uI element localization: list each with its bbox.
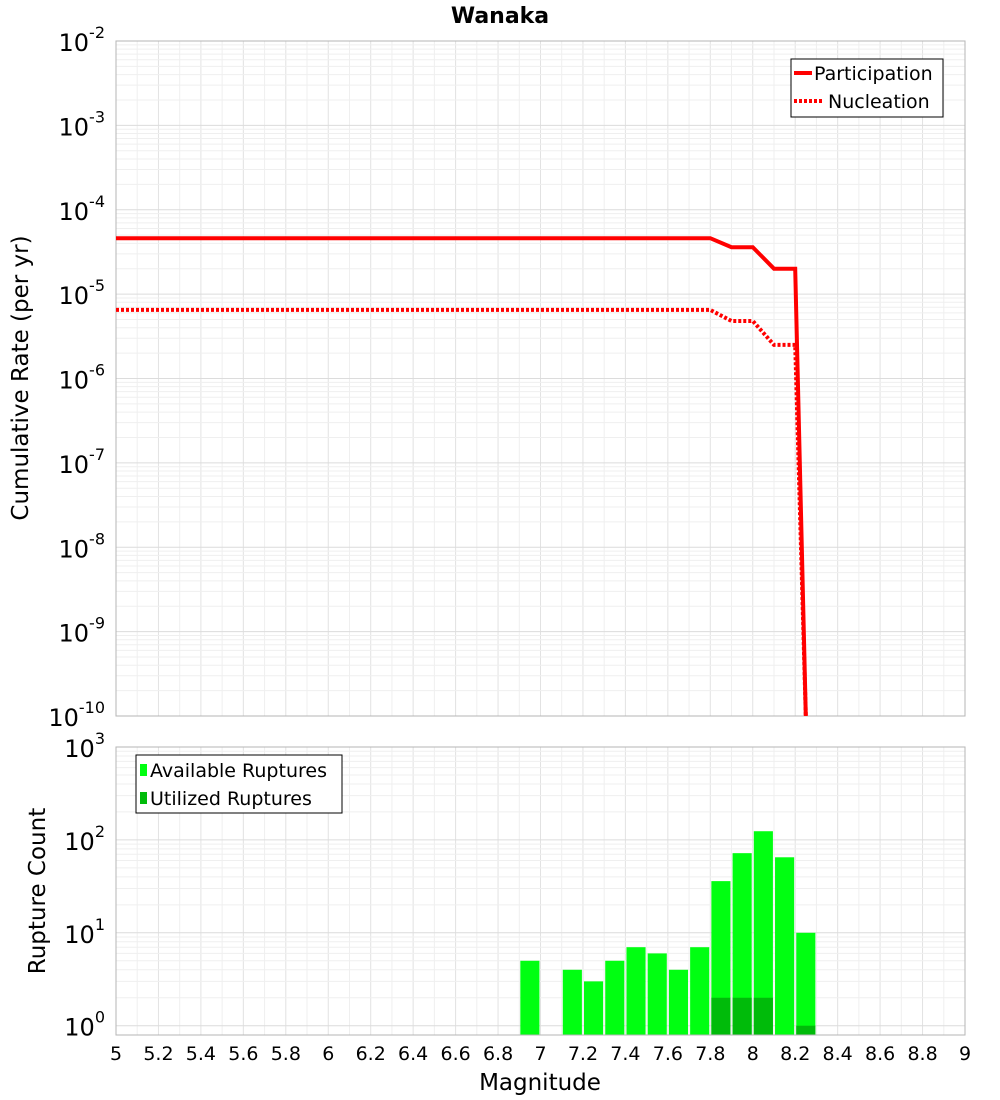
bar-available <box>796 932 816 1035</box>
x-tick-label: 7 <box>534 1043 546 1065</box>
top-legend: Participation Nucleation <box>790 58 944 118</box>
bar-available <box>732 853 752 1035</box>
rate-lines <box>116 236 808 717</box>
bar-utilized <box>753 997 773 1035</box>
bar-available <box>520 960 540 1035</box>
legend-available-label: Available Ruptures <box>150 760 327 782</box>
bottom-y-tick-label: 101 <box>64 915 105 949</box>
legend-utilized-label: Utilized Ruptures <box>150 788 312 810</box>
line-nucleation <box>116 307 808 717</box>
bar-available <box>690 947 710 1035</box>
legend-available-swatch <box>140 764 147 776</box>
legend-participation-label: Participation <box>814 63 933 85</box>
x-tick-label: 6.8 <box>483 1043 513 1065</box>
bottom-y-axis-label: Rupture Count <box>25 808 51 974</box>
top-y-tick-label: 10-6 <box>59 361 106 395</box>
bar-available <box>647 953 667 1035</box>
x-tick-label: 6.2 <box>356 1043 386 1065</box>
bottom-y-tick-label: 100 <box>64 1008 105 1042</box>
top-y-tick-label: 10-7 <box>59 445 106 479</box>
x-tick-label: 8.2 <box>780 1043 810 1065</box>
x-tick-label: 5.2 <box>143 1043 173 1065</box>
bar-utilized <box>732 997 752 1035</box>
bar-available <box>753 831 773 1035</box>
rupture-bars <box>520 831 816 1035</box>
x-tick-label: 9 <box>959 1043 971 1065</box>
bottom-y-tick-label: 103 <box>64 729 105 763</box>
x-tick-label: 7.6 <box>653 1043 683 1065</box>
x-tick-label: 5.8 <box>271 1043 301 1065</box>
top-y-tick-label: 10-5 <box>59 276 106 310</box>
top-y-tick-label: 10-10 <box>48 698 105 732</box>
x-tick-label: 8.4 <box>823 1043 853 1065</box>
top-y-tick-label: 10-2 <box>59 23 106 57</box>
legend-nucleation-label: Nucleation <box>828 91 930 113</box>
top-legend-box <box>790 58 944 118</box>
x-tick-label: 6 <box>322 1043 334 1065</box>
x-tick-label: 8.8 <box>907 1043 937 1065</box>
bar-utilized <box>711 997 731 1035</box>
legend-utilized-swatch <box>140 792 147 804</box>
bar-available <box>711 881 731 1035</box>
bottom-legend: Available Ruptures Utilized Ruptures <box>135 754 343 814</box>
bar-available <box>562 969 582 1035</box>
bar-available <box>626 947 646 1035</box>
top-y-tick-label: 10-3 <box>59 107 106 141</box>
bottom-y-ticks: 103 102 101 100 <box>64 729 105 1042</box>
bar-available <box>668 969 689 1035</box>
top-plot-frame <box>115 40 966 717</box>
x-axis-label: Magnitude <box>479 1070 601 1096</box>
x-tick-label: 6.4 <box>398 1043 428 1065</box>
x-tick-labels: 5 5.2 5.4 5.6 5.8 6 6.2 6.4 6.6 6.8 7 7.2 7.4 7.6 7.8 8… <box>110 1043 971 1065</box>
top-y-tick-label: 10-8 <box>59 529 106 563</box>
bottom-plot-frame <box>115 746 966 1036</box>
x-tick-label: 8.6 <box>865 1043 895 1065</box>
top-gridlines <box>115 41 966 717</box>
x-tick-label: 5.6 <box>228 1043 258 1065</box>
bar-available <box>775 857 795 1035</box>
x-tick-label: 8 <box>747 1043 759 1065</box>
top-y-tick-label: 10-9 <box>59 614 106 648</box>
x-tick-label: 5 <box>110 1043 122 1065</box>
top-y-tick-label: 10-4 <box>59 192 106 226</box>
line-participation <box>116 236 808 717</box>
top-y-ticks: 10-2 10-3 10-4 10-5 10-6 10-7 10-8 10-9 10-10 <box>48 23 105 732</box>
bar-available <box>605 960 625 1035</box>
x-tick-label: 7.8 <box>695 1043 725 1065</box>
x-tick-label: 7.4 <box>610 1043 640 1065</box>
x-tick-label: 6.6 <box>440 1043 470 1065</box>
x-tick-label: 5.4 <box>186 1043 216 1065</box>
chart-title: Wanaka <box>451 4 549 29</box>
bar-available <box>584 981 604 1035</box>
bottom-legend-box <box>135 754 343 814</box>
x-tick-label: 7.2 <box>568 1043 598 1065</box>
top-y-axis-label: Cumulative Rate (per yr) <box>8 235 34 520</box>
bar-utilized <box>796 1025 816 1035</box>
bottom-y-tick-label: 102 <box>64 822 105 856</box>
